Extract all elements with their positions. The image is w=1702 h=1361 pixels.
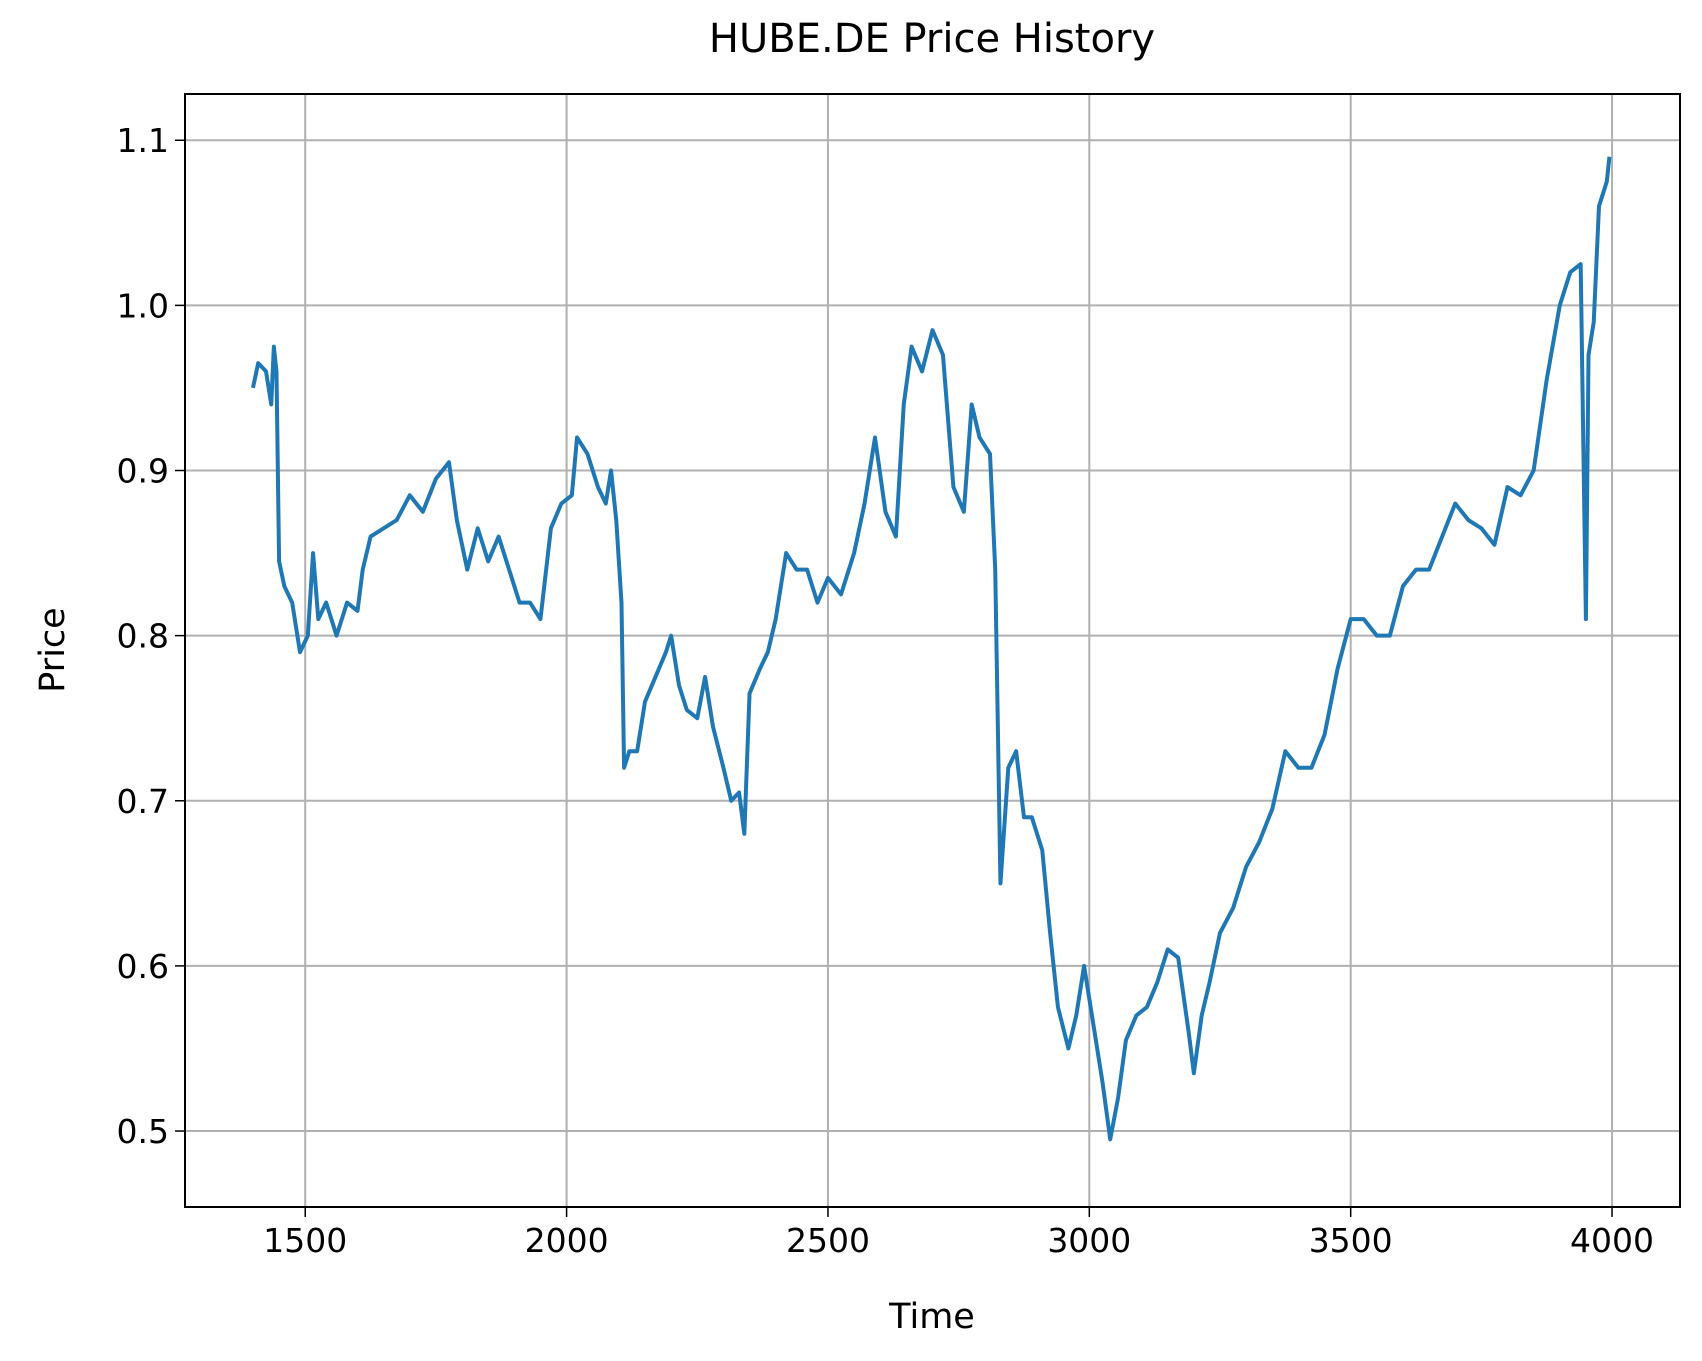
y-tick-label: 1.1 — [117, 121, 169, 160]
x-tick-label: 3500 — [1309, 1221, 1393, 1260]
y-axis-label: Price — [33, 607, 73, 692]
x-axis-label: Time — [888, 1297, 975, 1337]
price-line — [250, 156, 1612, 1142]
y-tick-label: 0.5 — [117, 1112, 169, 1151]
y-tick-label: 0.7 — [117, 782, 169, 821]
x-tick-label: 3000 — [1047, 1221, 1131, 1260]
x-tick-label: 1500 — [263, 1221, 347, 1260]
y-tick-label: 0.9 — [117, 452, 169, 491]
x-tick-label: 4000 — [1570, 1221, 1654, 1260]
chart-title: HUBE.DE Price History — [709, 16, 1155, 62]
y-tick-label: 0.6 — [117, 947, 169, 986]
y-tick-label: 1.0 — [117, 286, 169, 325]
plot-frame — [184, 93, 1681, 1208]
x-tick-label: 2500 — [786, 1221, 870, 1260]
x-tick-label: 2000 — [525, 1221, 609, 1260]
y-tick-label: 0.8 — [117, 617, 169, 656]
